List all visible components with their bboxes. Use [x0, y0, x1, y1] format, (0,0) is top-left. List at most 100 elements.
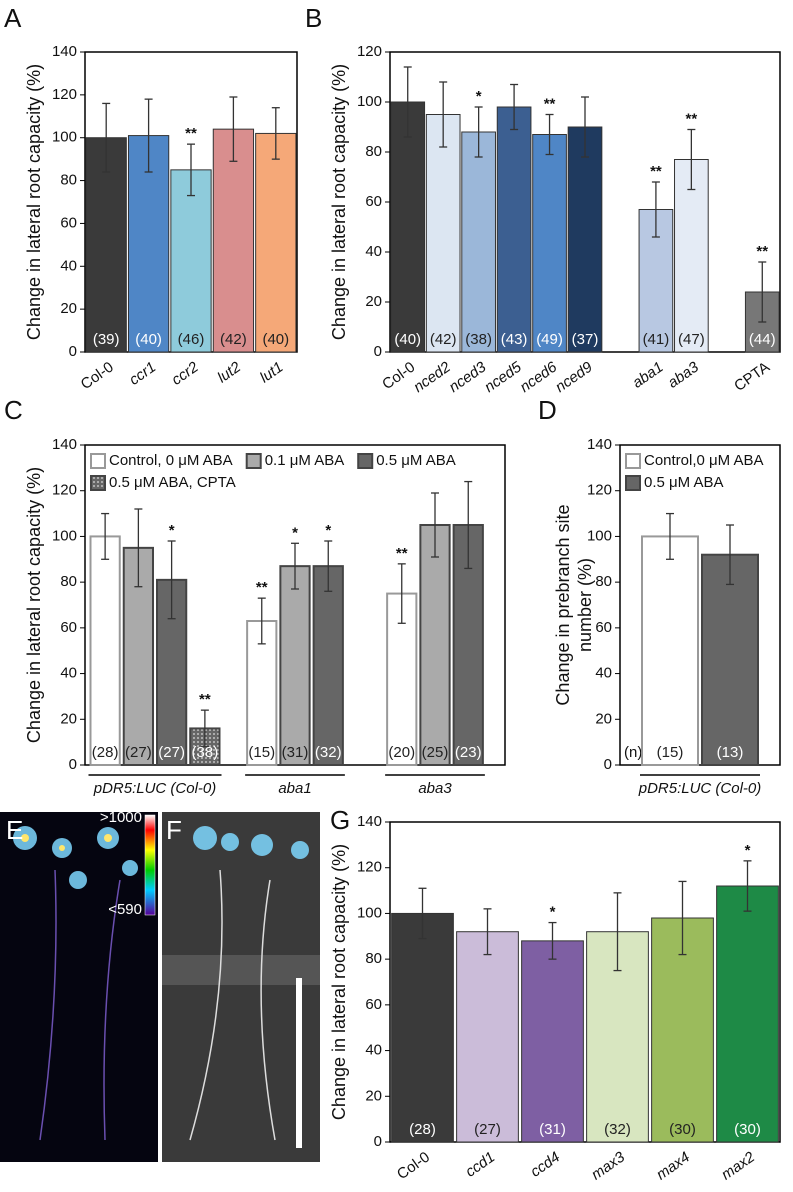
n-label: (25) [422, 744, 449, 761]
legend-swatch [90, 475, 106, 491]
n-label: (30) [669, 1121, 696, 1138]
y-tick-label: 0 [374, 343, 382, 360]
y-tick-label: 100 [357, 904, 382, 921]
y-tick-label: 60 [60, 619, 77, 636]
y-tick-label: 140 [52, 436, 77, 453]
y-tick-label: 20 [595, 710, 612, 727]
n-label: (43) [501, 331, 528, 348]
y-tick-label: 0 [374, 1133, 382, 1150]
significance: ** [199, 691, 211, 708]
n-label: (15) [248, 744, 275, 761]
x-tick-label: ccr1 [126, 359, 159, 389]
legend-label: Control, 0 μM ABA [109, 452, 233, 469]
significance: * [476, 88, 482, 105]
y-tick-label: 140 [587, 436, 612, 453]
significance: * [325, 522, 331, 539]
n-label: (27) [158, 744, 185, 761]
y-tick-label: 80 [365, 143, 382, 160]
n-label: (20) [388, 744, 415, 761]
y-axis-label: Change in prebranch site [553, 504, 573, 705]
significance: ** [650, 163, 662, 180]
legend-label: 0.1 μM ABA [265, 452, 345, 469]
legend-label: 0.5 μM ABA [376, 452, 456, 469]
colorbar-label: >1000 [100, 809, 142, 826]
panel-label: D [538, 395, 557, 425]
bar [496, 106, 532, 353]
y-tick-label: 60 [595, 619, 612, 636]
image-e [0, 812, 158, 1162]
bar [461, 131, 496, 353]
significance: ** [256, 579, 268, 596]
n-label: (40) [394, 331, 421, 348]
y-tick-label: 0 [69, 343, 77, 360]
panel-label: G [330, 805, 350, 835]
bar [674, 159, 709, 353]
y-tick-label: 60 [60, 214, 77, 231]
x-tick-label: Col-0 [379, 359, 418, 393]
x-tick-label: Col-0 [394, 1149, 433, 1183]
x-tick-label: max3 [588, 1148, 628, 1183]
x-tick-label: nced2 [411, 358, 455, 396]
y-axis-label: Change in lateral root capacity (%) [329, 844, 349, 1120]
image-f [162, 812, 320, 1162]
y-tick-label: 120 [52, 482, 77, 499]
n-label: (39) [93, 331, 120, 348]
y-tick-label: 60 [365, 996, 382, 1013]
bar [701, 553, 759, 767]
y-tick-label: 40 [60, 665, 77, 682]
n-label: (32) [604, 1121, 631, 1138]
bar [255, 132, 297, 353]
n-label: (40) [262, 331, 289, 348]
y-tick-label: 80 [595, 573, 612, 590]
x-tick-label: max4 [653, 1149, 693, 1184]
n-label: (41) [643, 331, 670, 348]
x-tick-label: aba1 [278, 780, 311, 797]
n-label: (27) [474, 1121, 501, 1138]
colorbar-label: <590 [108, 901, 142, 918]
x-tick-label: max2 [718, 1148, 758, 1183]
y-tick-label: 0 [69, 756, 77, 773]
legend-swatch [625, 453, 641, 469]
x-tick-label: pDR5:LUC (Col-0) [93, 780, 217, 797]
n-label: (42) [220, 331, 247, 348]
n-label: (13) [717, 744, 744, 761]
x-tick-label: nced3 [446, 358, 490, 396]
panel-label: B [305, 3, 322, 33]
bar [212, 128, 255, 353]
x-tick-label: CPTA [731, 359, 773, 395]
significance: * [292, 524, 298, 541]
y-tick-label: 80 [60, 573, 77, 590]
y-tick-label: 120 [357, 43, 382, 60]
y-axis-label: Change in lateral root capacity (%) [24, 467, 44, 743]
legend-swatch [90, 453, 106, 469]
y-tick-label: 100 [52, 129, 77, 146]
y-tick-label: 120 [357, 859, 382, 876]
n-label: (30) [734, 1121, 761, 1138]
y-tick-label: 100 [357, 93, 382, 110]
y-tick-label: 60 [365, 193, 382, 210]
x-tick-label: ccr2 [169, 358, 203, 389]
bar [391, 912, 454, 1143]
x-tick-label: aba3 [665, 358, 703, 391]
n-label: (37) [572, 331, 599, 348]
bar [170, 169, 212, 353]
n-label: (44) [749, 331, 776, 348]
significance: ** [686, 110, 698, 127]
bar [312, 565, 344, 767]
bar [716, 885, 779, 1143]
bar [425, 114, 461, 353]
n-label: (31) [539, 1121, 566, 1138]
legend-swatch [357, 453, 374, 469]
plot-frame [389, 821, 781, 1143]
y-tick-label: 40 [60, 257, 77, 274]
x-tick-label: nced6 [517, 358, 561, 396]
significance: * [550, 904, 556, 921]
x-tick-label: nced9 [552, 358, 596, 396]
bar [279, 565, 311, 767]
y-axis-label: Change in lateral root capacity (%) [24, 64, 44, 340]
x-tick-label: aba3 [418, 780, 452, 797]
y-tick-label: 140 [52, 43, 77, 60]
y-tick-label: 120 [52, 86, 77, 103]
n-label: (38) [465, 331, 492, 348]
